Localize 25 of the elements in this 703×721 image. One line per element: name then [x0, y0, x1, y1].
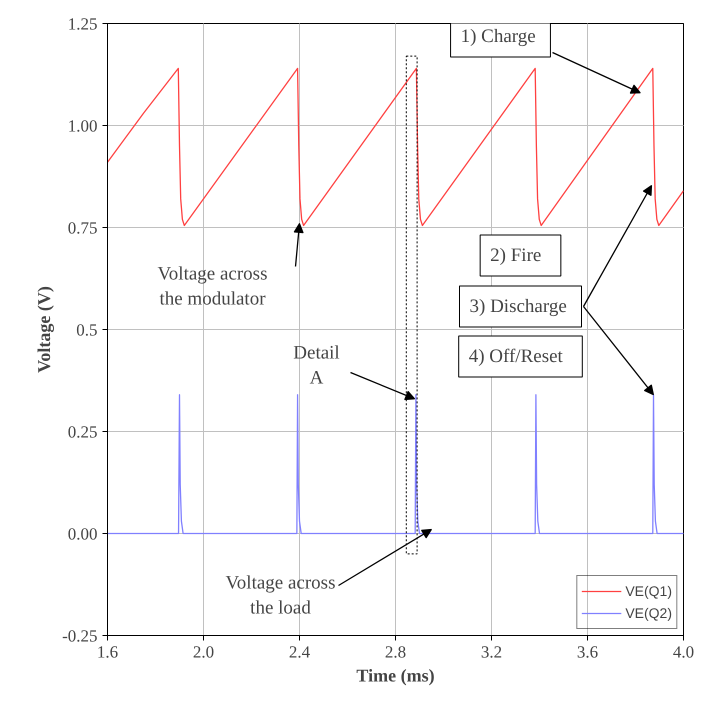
x-tick-label: 2.4	[288, 642, 311, 662]
x-tick-label: 3.6	[576, 642, 598, 662]
y-tick-label: 0.5	[76, 320, 98, 340]
annotation: Detail A	[293, 342, 340, 389]
annotation: 1) Charge	[460, 26, 536, 47]
x-tick-label: 1.6	[96, 642, 118, 662]
x-tick-label: 3.2	[480, 642, 502, 662]
y-tick-label: 1.00	[68, 116, 98, 136]
x-tick-label: 2.8	[384, 642, 406, 662]
annotation: 2) Fire	[490, 245, 542, 266]
y-tick-label: 0.75	[68, 218, 98, 238]
x-axis-title: Time (ms)	[356, 666, 435, 686]
y-tick-label: 1.25	[68, 14, 98, 34]
annotation: Voltage across the modulator	[158, 263, 268, 310]
legend-label: VE(Q2)	[625, 605, 672, 621]
x-tick-label: 4.0	[672, 642, 694, 662]
annotation: 4) Off/Reset	[468, 346, 564, 367]
y-axis-title: Voltage (V)	[34, 286, 54, 373]
x-tick-label: 2.0	[192, 642, 214, 662]
y-tick-label: 0.00	[68, 524, 98, 544]
y-tick-label: -0.25	[62, 626, 98, 646]
y-tick-label: 0.25	[68, 422, 98, 442]
annotation: Voltage across the load	[226, 572, 336, 619]
legend-label: VE(Q1)	[625, 583, 672, 599]
annotation: 3) Discharge	[470, 296, 567, 317]
